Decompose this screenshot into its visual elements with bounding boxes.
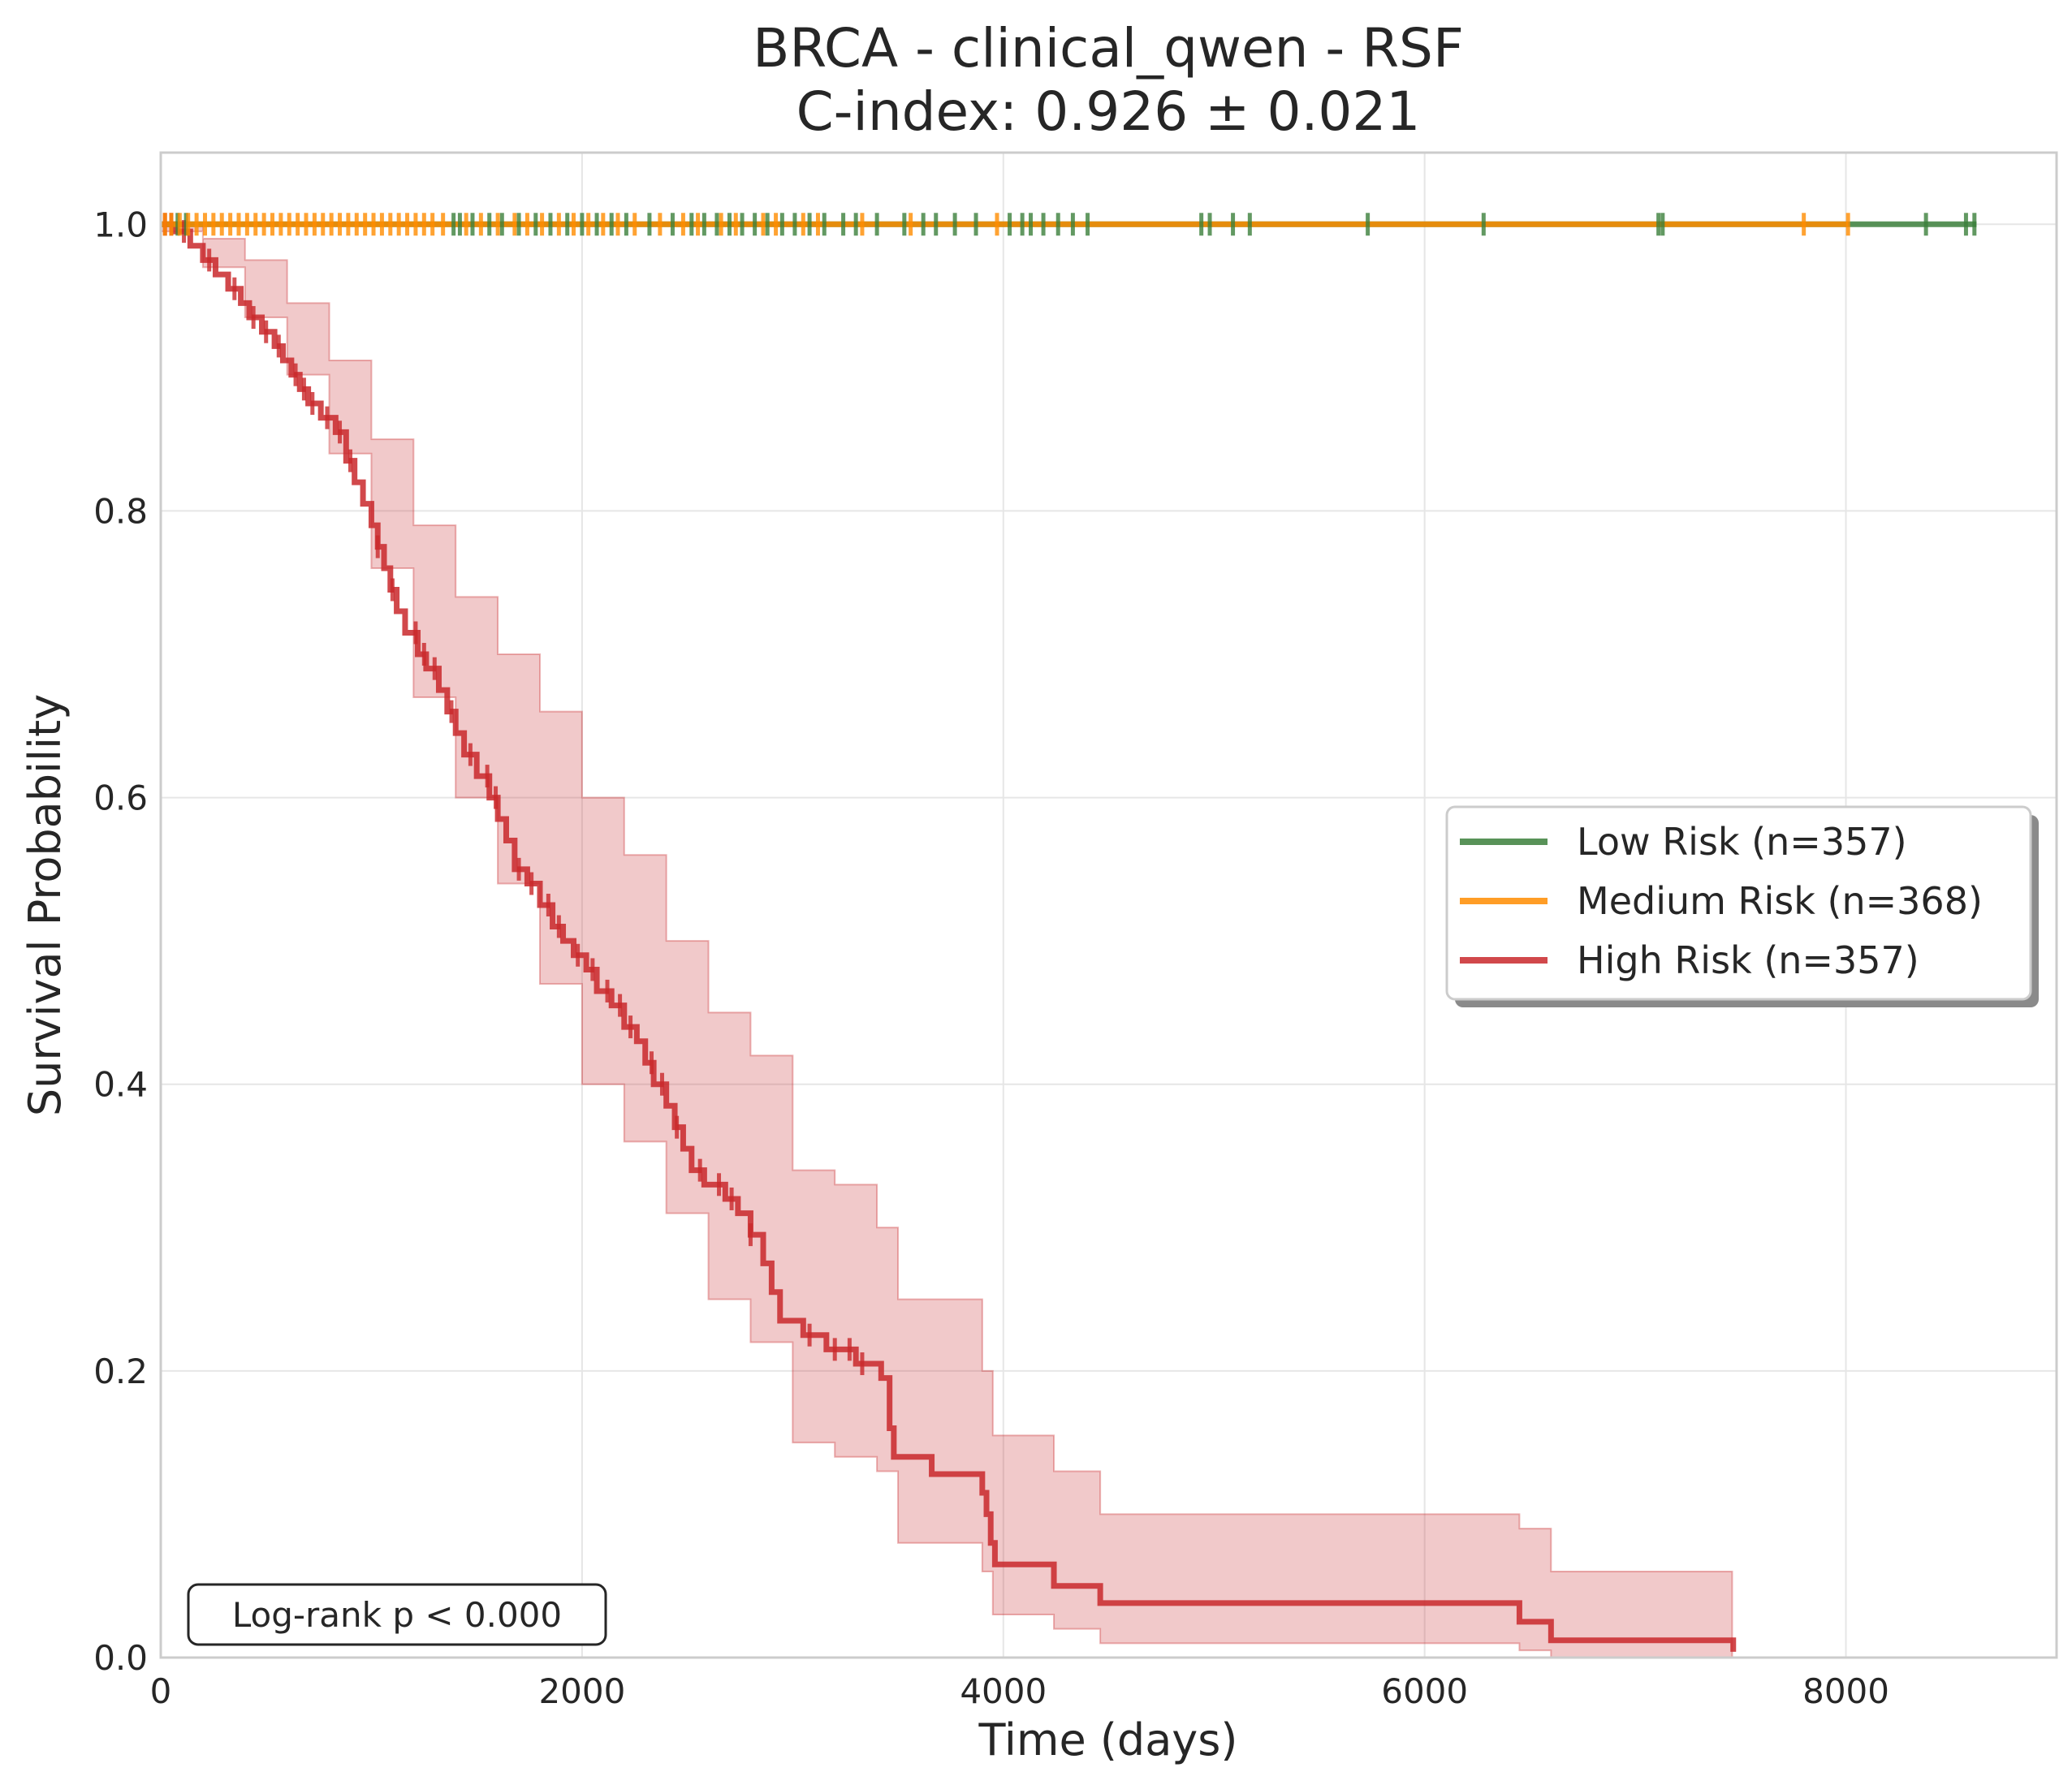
y-tick-label: 0.0	[93, 1638, 148, 1678]
x-tick-label: 6000	[1381, 1671, 1468, 1711]
chart-title-line2: C-index: 0.926 ± 0.021	[796, 80, 1421, 143]
plot-frame	[159, 151, 2058, 1659]
x-tick-label: 8000	[1802, 1671, 1889, 1711]
y-tick-label: 0.8	[93, 491, 148, 531]
x-tick-label: 0	[150, 1671, 172, 1711]
y-tick-label: 1.0	[93, 205, 148, 244]
x-tick-labels: 0 2000 4000 6000 8000	[150, 1671, 1889, 1711]
chart-title-line1: BRCA - clinical_qwen - RSF	[753, 17, 1464, 80]
legend: Low Risk (n=357) Medium Risk (n=368) Hig…	[1445, 805, 2039, 1007]
legend-label-low-risk: Low Risk (n=357)	[1577, 820, 1907, 864]
legend-box	[1445, 805, 2032, 1001]
x-tick-label: 2000	[538, 1671, 625, 1711]
legend-label-medium-risk: Medium Risk (n=368)	[1577, 879, 1983, 923]
y-tick-label: 0.2	[93, 1352, 148, 1391]
survival-curve-2	[161, 221, 1737, 1652]
censor-marks-layer	[162, 213, 1977, 1376]
logrank-text: Log-rank p < 0.000	[232, 1595, 562, 1635]
y-tick-label: 0.4	[93, 1065, 148, 1105]
y-tick-labels: 0.0 0.2 0.4 0.6 0.8 1.0	[93, 205, 148, 1678]
y-tick-label: 0.6	[93, 778, 148, 818]
logrank-annotation: Log-rank p < 0.000	[187, 1583, 607, 1646]
logrank-box	[187, 1583, 607, 1646]
legend-label-high-risk: High Risk (n=357)	[1577, 938, 1919, 982]
x-tick-label: 4000	[960, 1671, 1047, 1711]
x-axis-label: Time (days)	[978, 1714, 1238, 1766]
y-axis-label: Survival Probability	[19, 694, 71, 1116]
